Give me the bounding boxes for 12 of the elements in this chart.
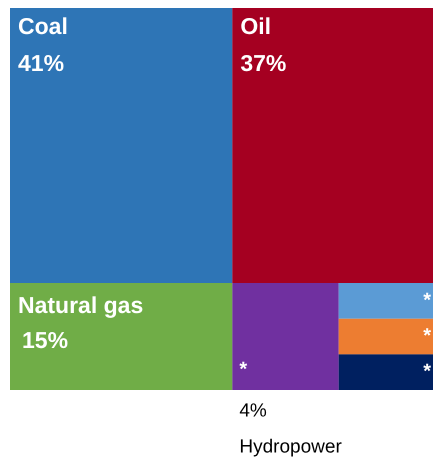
category-label: Coal xyxy=(18,12,68,39)
text: * xyxy=(423,360,432,383)
category-label: Hydropower xyxy=(239,436,342,458)
text: * xyxy=(423,289,432,312)
data-label: 15% xyxy=(22,326,68,353)
data-label: 4% xyxy=(239,400,267,422)
text: * xyxy=(423,325,432,348)
category-label: Natural gas xyxy=(18,292,144,318)
data-label: 37% xyxy=(240,50,286,76)
data-label: 41% xyxy=(18,50,64,76)
category-label: Oil xyxy=(240,12,272,39)
text: * xyxy=(239,358,248,381)
